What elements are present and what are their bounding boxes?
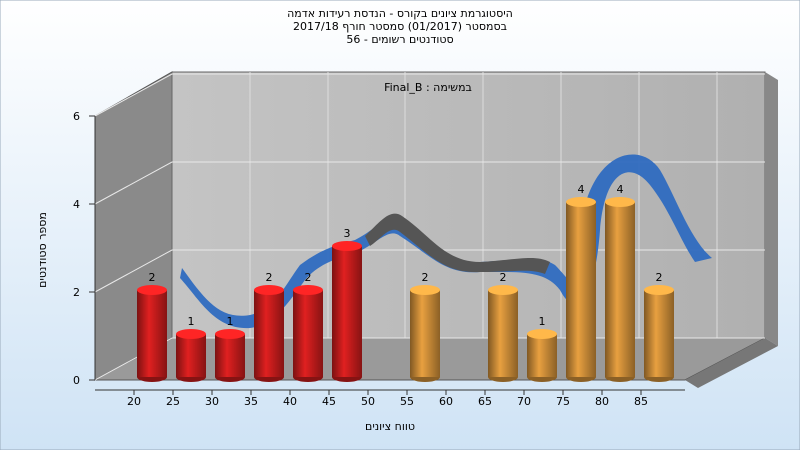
bar-top (293, 285, 323, 295)
vertical-grid (249, 72, 718, 338)
x-tick-label: 30 (205, 395, 219, 408)
annotation: Final_B : במשימה (384, 81, 472, 94)
data-label: 3 (344, 227, 351, 240)
data-label: 1 (539, 315, 546, 328)
chart-subtitle: בסמסטר (01/2017) סמסטר חורף 2017/18 (293, 20, 507, 33)
y-axis-label: מספר סטודנטים (36, 212, 49, 288)
floor-edge (685, 338, 778, 388)
x-tick-label: 25 (166, 395, 180, 408)
bar-top (137, 285, 167, 295)
bar (215, 334, 245, 377)
right-edge (765, 72, 778, 346)
bar (410, 290, 440, 377)
bar-top (527, 329, 557, 339)
x-tick-label: 45 (322, 395, 336, 408)
trend-ribbon-shade (365, 213, 550, 274)
data-label: 2 (656, 271, 663, 284)
chart-subtitle: סטודנטים רשומים - 56 (346, 33, 453, 46)
y-tick-label: 2 (73, 286, 80, 299)
x-tick-label: 50 (361, 395, 375, 408)
grid-line (94, 73, 765, 117)
x-tick-label: 40 (283, 395, 297, 408)
bar-top (332, 241, 362, 251)
data-label: 2 (500, 271, 507, 284)
x-tick-label: 20 (127, 395, 141, 408)
bar (254, 290, 284, 377)
bar-top (176, 329, 206, 339)
x-tick-label: 55 (400, 395, 414, 408)
data-label: 1 (227, 315, 234, 328)
y-tick-label: 0 (73, 374, 80, 387)
bar (605, 202, 635, 377)
bar (293, 290, 323, 377)
x-tick-label: 35 (244, 395, 258, 408)
x-tick-label: 65 (478, 395, 492, 408)
bar (332, 246, 362, 377)
x-axis-label: טווח ציונים (365, 420, 415, 433)
bar (644, 290, 674, 377)
bar (566, 202, 596, 377)
x-tick-label: 80 (595, 395, 609, 408)
bar-top (644, 285, 674, 295)
x-tick-label: 75 (556, 395, 570, 408)
data-label: 4 (617, 183, 624, 196)
y-tick-label: 4 (73, 198, 80, 211)
data-label: 2 (149, 271, 156, 284)
data-label: 4 (578, 183, 585, 196)
bar-top (254, 285, 284, 295)
grid-line (94, 161, 765, 205)
bar (527, 334, 557, 377)
data-label: 2 (305, 271, 312, 284)
data-label: 2 (422, 271, 429, 284)
bar (137, 290, 167, 377)
bar-top (488, 285, 518, 295)
bar (488, 290, 518, 377)
x-tick-label: 85 (634, 395, 648, 408)
bar-top (566, 197, 596, 207)
y-tick-label: 6 (73, 110, 80, 123)
bar-top (605, 197, 635, 207)
data-label: 2 (266, 271, 273, 284)
chart-title: היסטוגרמת ציונים בקורס - הנדסת רעידות אד… (287, 7, 513, 20)
bar-top (410, 285, 440, 295)
data-label: 1 (188, 315, 195, 328)
bar-top (215, 329, 245, 339)
x-tick-label: 70 (517, 395, 531, 408)
x-tick-label: 60 (439, 395, 453, 408)
bar (176, 334, 206, 377)
